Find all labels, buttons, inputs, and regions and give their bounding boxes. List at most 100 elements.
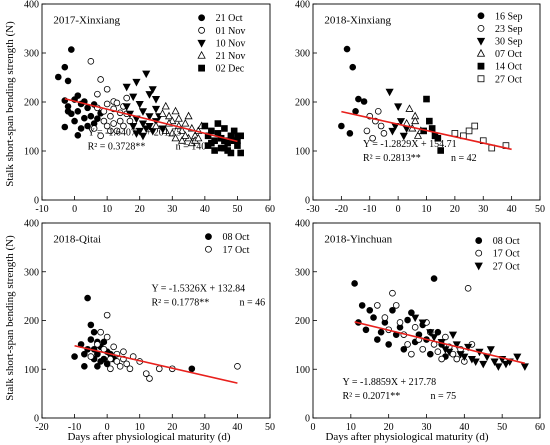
legend-marker — [474, 262, 483, 271]
data-point — [145, 113, 154, 121]
data-point — [423, 95, 430, 103]
data-point — [392, 302, 400, 309]
data-point — [142, 370, 150, 377]
y-tick-label: 400 — [24, 0, 39, 11]
legend-marker — [205, 233, 212, 241]
data-point — [97, 132, 104, 140]
data-point — [74, 108, 82, 115]
x-tick-label: -30 — [306, 204, 319, 215]
data-point — [148, 86, 157, 94]
x-tick-label: 10 — [102, 204, 112, 215]
data-point — [81, 114, 88, 122]
x-tick-label: 50 — [265, 422, 275, 433]
data-point — [94, 90, 101, 98]
y-tick-label: 100 — [24, 147, 39, 158]
legend-label: 30 Sep — [495, 36, 522, 47]
data-point — [97, 328, 104, 336]
x-tick-label: -10 — [363, 204, 376, 215]
data-point — [399, 132, 408, 141]
data-point — [479, 360, 488, 369]
data-point — [411, 314, 420, 323]
y-tick-label: 0 — [34, 414, 39, 425]
r-squared: R² = 0.3728** — [88, 141, 146, 152]
y-tick-label: 100 — [295, 365, 310, 376]
x-tick-label: 30 — [478, 204, 488, 215]
legend-marker — [476, 48, 486, 57]
y-tick-label: 0 — [305, 414, 310, 425]
data-point — [380, 130, 388, 137]
sample-size: n = 140 — [176, 141, 207, 152]
data-point — [113, 358, 121, 365]
data-point — [84, 294, 91, 302]
x-axis-label-left: Days after physiological maturity (d) — [67, 431, 230, 443]
data-point — [164, 111, 174, 120]
data-point — [129, 93, 138, 102]
data-point — [138, 108, 148, 116]
data-point — [396, 319, 404, 326]
data-point — [408, 309, 415, 317]
panel-2018-yinchuan: 0 10 20 30 40 50 60 0 100 200 300 400 2018-Yinchuan 0… — [295, 219, 545, 434]
data-point — [465, 127, 473, 135]
data-point — [81, 350, 88, 358]
legend-label: 08 Oct — [493, 236, 520, 247]
data-point — [87, 112, 95, 120]
data-point — [394, 103, 403, 111]
legend-label: 27 Oct — [493, 261, 520, 272]
y-tick-label: 300 — [295, 49, 310, 60]
data-point — [374, 108, 382, 115]
sample-size: n = 75 — [431, 391, 457, 402]
data-point — [54, 73, 62, 81]
data-point — [513, 353, 522, 362]
data-point — [471, 358, 480, 366]
y-tick-label: 400 — [295, 219, 310, 230]
data-point — [116, 117, 124, 125]
data-point — [377, 122, 385, 130]
data-point — [426, 329, 435, 337]
r-squared: R² = 0.2813** — [363, 153, 421, 164]
data-point — [520, 363, 529, 371]
panel-2018-qitai: -20 -10 0 10 20 30 40 50 0 100 200 300 400 2018-Qitai… — [24, 219, 275, 434]
data-point — [87, 58, 95, 65]
data-point — [103, 100, 111, 108]
data-point — [413, 131, 423, 139]
data-point — [181, 119, 190, 127]
data-point — [389, 306, 396, 314]
data-point — [429, 334, 439, 342]
data-point — [452, 341, 461, 349]
data-point — [448, 331, 458, 340]
panel-title: 2018-Xinxiang — [324, 15, 391, 27]
data-point — [135, 100, 144, 109]
data-point — [501, 360, 511, 369]
legend-marker — [477, 75, 485, 83]
data-point — [145, 91, 154, 99]
data-point — [84, 104, 91, 112]
data-point — [61, 123, 69, 131]
data-point — [194, 133, 203, 142]
y-tick-label: 0 — [305, 196, 310, 207]
data-point — [64, 77, 72, 85]
y-axis-label-bottom: Stalk short-span bending strength (N) — [4, 235, 16, 401]
legend: 08 Oct 17 Oct — [205, 232, 250, 256]
regression-equation: Y = -1.5326X + 132.84 — [151, 283, 245, 294]
data-point — [71, 353, 78, 360]
data-point — [74, 92, 82, 99]
x-tick-label: 0 — [72, 204, 77, 215]
y-tick-label: 400 — [295, 0, 310, 11]
x-tick-label: 0 — [396, 204, 401, 215]
legend-marker — [198, 26, 206, 34]
data-point — [188, 365, 196, 373]
data-point — [110, 120, 117, 127]
data-point — [411, 324, 419, 331]
data-point — [214, 120, 222, 127]
data-point — [360, 98, 368, 105]
series-02-dec — [201, 120, 244, 157]
data-point — [419, 345, 427, 353]
legend-marker — [198, 64, 206, 72]
x-tick-label: 10 — [346, 422, 356, 433]
x-tick-label: 10 — [422, 204, 432, 215]
x-tick-label: -10 — [68, 422, 81, 433]
regression-line — [354, 321, 526, 365]
data-point — [142, 70, 151, 79]
data-point — [123, 360, 130, 368]
